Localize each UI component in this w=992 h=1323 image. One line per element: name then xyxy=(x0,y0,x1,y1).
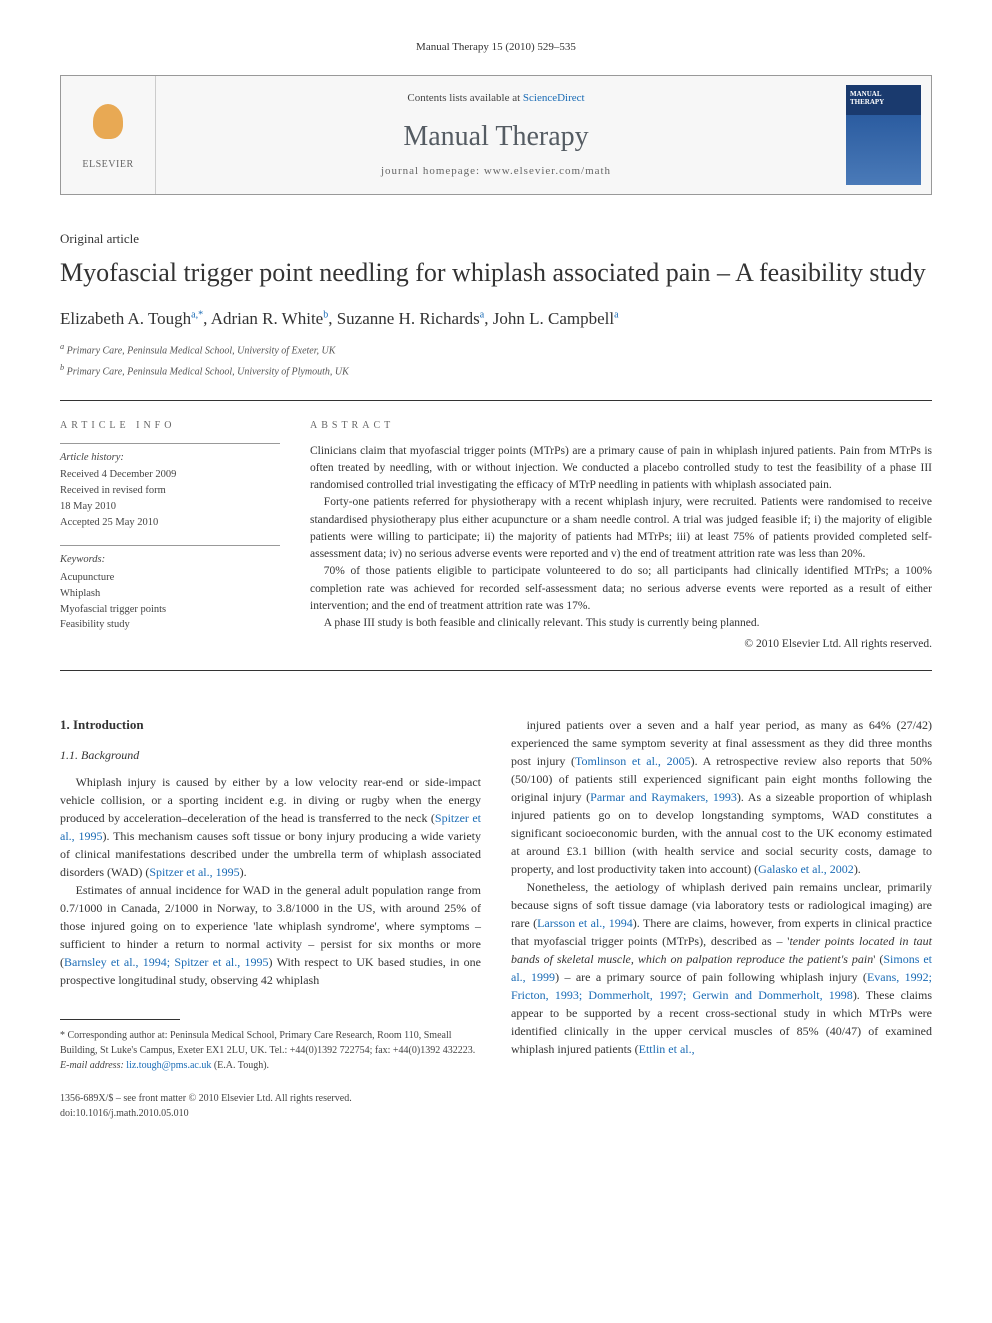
keywords-block: Keywords: AcupunctureWhiplashMyofascial … xyxy=(60,545,280,633)
homepage-prefix: journal homepage: xyxy=(381,165,484,177)
history-item: Received in revised form xyxy=(60,483,280,499)
contents-prefix: Contents lists available at xyxy=(407,92,522,104)
column-2-text: injured patients over a seven and a half… xyxy=(511,716,932,1058)
journal-name: Manual Therapy xyxy=(166,117,826,156)
cover-box xyxy=(836,76,931,194)
article-info-label: ARTICLE INFO xyxy=(60,419,280,433)
author-affil-sup: a xyxy=(480,309,484,320)
affiliation-line: b Primary Care, Peninsula Medical School… xyxy=(60,362,932,379)
body-paragraph: Estimates of annual incidence for WAD in… xyxy=(60,881,481,989)
publisher-logo-box: ELSEVIER xyxy=(61,76,156,194)
keyword-item: Acupuncture xyxy=(60,570,280,586)
author-name: Adrian R. White xyxy=(211,309,324,328)
corresponding-footnote: * Corresponding author at: Peninsula Med… xyxy=(60,1028,481,1058)
abstract-paragraph: 70% of those patients eligible to partic… xyxy=(310,563,932,615)
keyword-item: Feasibility study xyxy=(60,617,280,633)
left-column: 1. Introduction 1.1. Background Whiplash… xyxy=(60,716,481,1121)
keyword-item: Whiplash xyxy=(60,586,280,602)
footnote-divider xyxy=(60,1019,180,1020)
affiliation-line: a Primary Care, Peninsula Medical School… xyxy=(60,341,932,358)
history-title: Article history: xyxy=(60,450,280,466)
journal-cover-icon xyxy=(846,85,921,185)
email-footnote: E-mail address: liz.tough@pms.ac.uk (E.A… xyxy=(60,1058,481,1073)
email-suffix: (E.A. Tough). xyxy=(214,1060,269,1071)
history-item: Accepted 25 May 2010 xyxy=(60,515,280,531)
author-affil-sup: b xyxy=(323,309,328,320)
body-paragraph: injured patients over a seven and a half… xyxy=(511,716,932,878)
email-link[interactable]: liz.tough@pms.ac.uk xyxy=(126,1060,211,1071)
homepage-url[interactable]: www.elsevier.com/math xyxy=(484,165,611,177)
author-name: Elizabeth A. Tough xyxy=(60,309,191,328)
section-1-heading: 1. Introduction xyxy=(60,716,481,734)
elsevier-tree-icon xyxy=(83,99,133,154)
author-name: Suzanne H. Richards xyxy=(337,309,480,328)
abstract-column: ABSTRACT Clinicians claim that myofascia… xyxy=(310,419,932,653)
article-info-column: ARTICLE INFO Article history: Received 4… xyxy=(60,419,280,653)
article-history-block: Article history: Received 4 December 200… xyxy=(60,443,280,531)
right-column: injured patients over a seven and a half… xyxy=(511,716,932,1121)
abstract-label: ABSTRACT xyxy=(310,419,932,433)
abstract-copyright: © 2010 Elsevier Ltd. All rights reserved… xyxy=(310,636,932,652)
keywords-title: Keywords: xyxy=(60,552,280,568)
abstract-paragraph: A phase III study is both feasible and c… xyxy=(310,615,932,632)
abstract-paragraph: Forty-one patients referred for physioth… xyxy=(310,494,932,563)
column-1-text: Whiplash injury is caused by either by a… xyxy=(60,773,481,989)
author-affil-sup: a,* xyxy=(191,309,203,320)
body-paragraph: Nonetheless, the aetiology of whiplash d… xyxy=(511,878,932,1058)
abstract-text: Clinicians claim that myofascial trigger… xyxy=(310,443,932,633)
history-item: Received 4 December 2009 xyxy=(60,467,280,483)
body-columns: 1. Introduction 1.1. Background Whiplash… xyxy=(60,716,932,1121)
journal-banner: ELSEVIER Contents lists available at Sci… xyxy=(60,75,932,195)
footer-doi: doi:10.1016/j.math.2010.05.010 xyxy=(60,1106,481,1121)
history-item: 18 May 2010 xyxy=(60,499,280,515)
footer-issn: 1356-689X/$ – see front matter © 2010 El… xyxy=(60,1091,481,1106)
email-label: E-mail address: xyxy=(60,1060,124,1071)
keyword-item: Myofascial trigger points xyxy=(60,602,280,618)
banner-center: Contents lists available at ScienceDirec… xyxy=(156,76,836,194)
author-name: John L. Campbell xyxy=(493,309,614,328)
article-type: Original article xyxy=(60,230,932,248)
abstract-paragraph: Clinicians claim that myofascial trigger… xyxy=(310,443,932,495)
authors-line: Elizabeth A. Tougha,*, Adrian R. Whiteb,… xyxy=(60,307,932,331)
homepage-line: journal homepage: www.elsevier.com/math xyxy=(166,164,826,179)
publisher-label: ELSEVIER xyxy=(82,158,133,172)
contents-line: Contents lists available at ScienceDirec… xyxy=(166,91,826,106)
author-affil-sup: a xyxy=(614,309,618,320)
article-title: Myofascial trigger point needling for wh… xyxy=(60,257,932,290)
body-paragraph: Whiplash injury is caused by either by a… xyxy=(60,773,481,881)
sciencedirect-link[interactable]: ScienceDirect xyxy=(523,92,585,104)
header-citation: Manual Therapy 15 (2010) 529–535 xyxy=(60,40,932,55)
section-1-1-heading: 1.1. Background xyxy=(60,747,481,764)
